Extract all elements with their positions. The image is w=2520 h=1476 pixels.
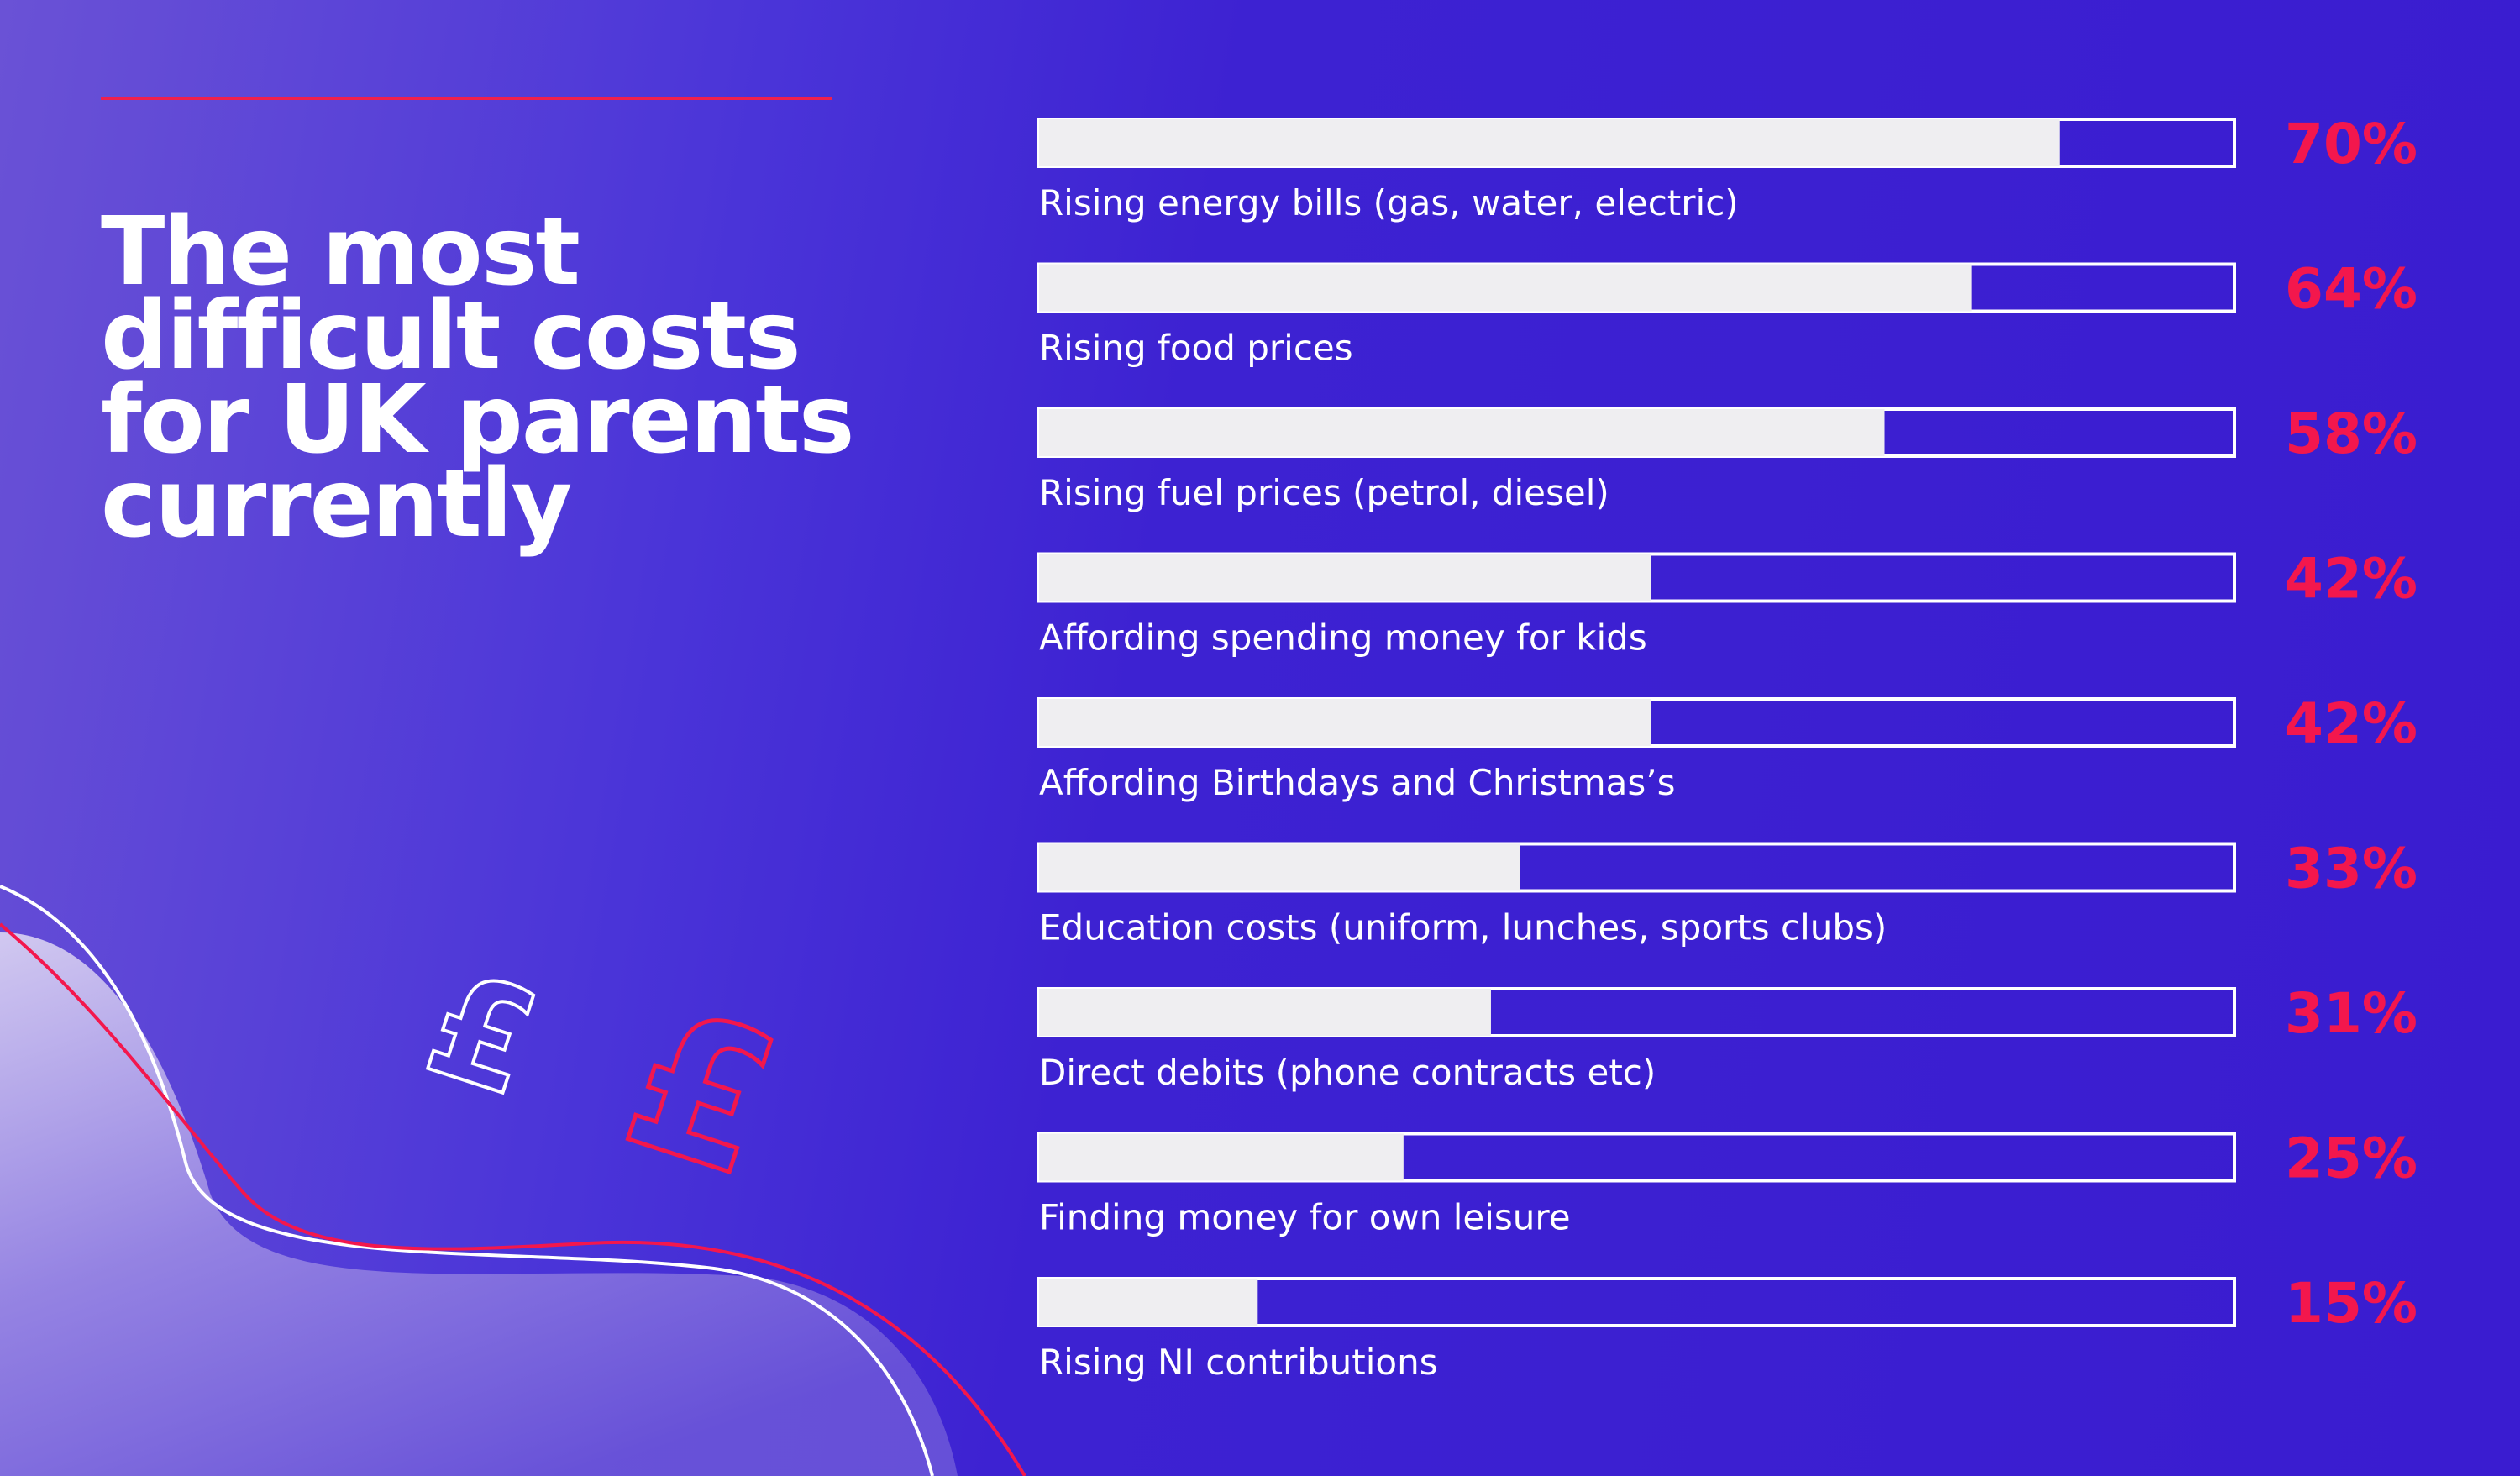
value-label: 42% bbox=[2285, 547, 2418, 612]
bar-label: Education costs (uniform, lunches, sport… bbox=[1039, 907, 1887, 948]
value-label: 15% bbox=[2285, 1271, 2418, 1336]
bar-label: Affording Birthdays and Christmas’s bbox=[1039, 762, 1676, 803]
value-label: 58% bbox=[2285, 402, 2418, 466]
bar-row: Finding money for own leisure 25% bbox=[1037, 1127, 2418, 1238]
bar-label: Rising NI contributions bbox=[1039, 1342, 1438, 1383]
value-label: 64% bbox=[2285, 257, 2418, 322]
wave-shape bbox=[0, 932, 958, 1476]
bar-label: Rising energy bills (gas, water, electri… bbox=[1039, 182, 1739, 223]
bar bbox=[1039, 554, 1651, 601]
wave-red-line bbox=[0, 922, 1026, 1476]
title-divider bbox=[101, 97, 832, 100]
bar-row: Affording spending money for kids 42% bbox=[1037, 547, 2418, 659]
bar-row: Rising food prices 64% bbox=[1037, 257, 2418, 369]
bar bbox=[1039, 264, 1972, 312]
value-label: 33% bbox=[2285, 837, 2418, 901]
bar-label: Rising food prices bbox=[1039, 328, 1353, 369]
bar bbox=[1039, 989, 1491, 1036]
bar-row: Rising energy bills (gas, water, electri… bbox=[1037, 112, 2418, 223]
value-label: 70% bbox=[2285, 112, 2418, 176]
bar-row: Rising fuel prices (petrol, diesel) 58% bbox=[1037, 402, 2418, 513]
bar bbox=[1039, 119, 2060, 166]
bar-label: Direct debits (phone contracts etc) bbox=[1039, 1052, 1656, 1093]
bar-row: Rising NI contributions 15% bbox=[1037, 1271, 2418, 1383]
bar-row: Direct debits (phone contracts etc) 31% bbox=[1037, 981, 2418, 1093]
value-label: 31% bbox=[2285, 981, 2418, 1046]
bar bbox=[1039, 699, 1651, 746]
bar-row: Education costs (uniform, lunches, sport… bbox=[1037, 837, 2418, 948]
value-label: 25% bbox=[2285, 1127, 2418, 1191]
value-label: 42% bbox=[2285, 691, 2418, 756]
chart-title: The most difficult costs for UK parents … bbox=[101, 197, 855, 559]
bar-label: Affording spending money for kids bbox=[1039, 617, 1647, 659]
bar bbox=[1039, 1133, 1404, 1181]
bar bbox=[1039, 1279, 1258, 1326]
bar-label: Finding money for own leisure bbox=[1039, 1197, 1571, 1238]
bar bbox=[1039, 409, 1885, 456]
bar-row: Affording Birthdays and Christmas’s 42% bbox=[1037, 691, 2418, 803]
wave-white-line bbox=[0, 885, 934, 1476]
bar bbox=[1039, 843, 1520, 891]
bar-label: Rising fuel prices (petrol, diesel) bbox=[1039, 472, 1609, 513]
